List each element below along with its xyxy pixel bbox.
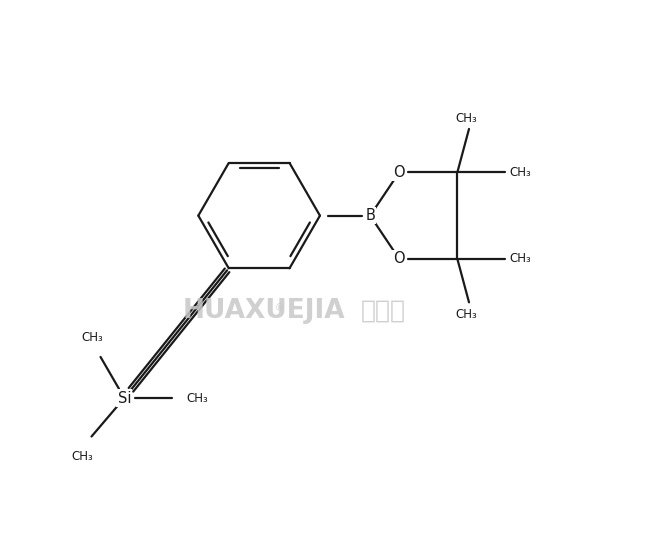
Text: O: O [393, 251, 405, 266]
Text: CH₃: CH₃ [71, 450, 93, 463]
Text: CH₃: CH₃ [455, 308, 477, 321]
Text: HUAXUEJIA: HUAXUEJIA [183, 298, 346, 324]
Text: ®: ® [275, 303, 285, 313]
Text: 化学加: 化学加 [361, 299, 406, 323]
Text: CH₃: CH₃ [186, 391, 208, 404]
Text: B: B [366, 208, 375, 223]
Text: CH₃: CH₃ [509, 166, 531, 179]
Text: O: O [393, 165, 405, 180]
Text: CH₃: CH₃ [509, 252, 531, 265]
Text: CH₃: CH₃ [82, 331, 104, 344]
Text: Si: Si [118, 390, 131, 405]
Text: CH₃: CH₃ [455, 112, 477, 125]
